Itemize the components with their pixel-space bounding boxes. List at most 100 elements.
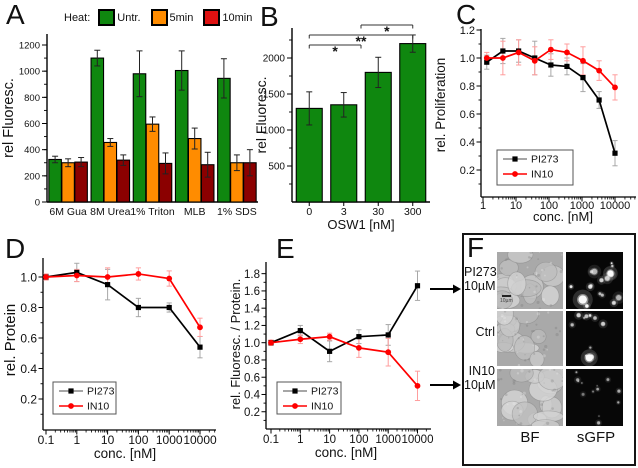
- svg-text:**: **: [356, 33, 367, 49]
- svg-text:1.2: 1.2: [244, 321, 260, 333]
- panel-c-letter: C: [456, 0, 477, 30]
- panel-a-letter: A: [6, 0, 25, 30]
- svg-text:400: 400: [24, 145, 40, 156]
- panel-e: E 0.2 0.4 0.6 0.8 1.0 1.2 1.4 1.6 1.8 0.1 1 10 100 10…: [228, 232, 458, 468]
- panel-b: B 500 1000 1500 2000 rel Fluoresc. OSW1 [nM] 0…: [255, 0, 433, 236]
- panel-a: A 0 200 400 600 800 1000 1200 rel Fluoresc. 6M G…: [0, 0, 260, 232]
- svg-text:10000: 10000: [183, 433, 217, 447]
- col-label-sgfp: sGFP: [576, 429, 616, 446]
- micrograph-sgfp-in10: [566, 369, 623, 426]
- svg-text:2000: 2000: [263, 54, 286, 65]
- svg-text:30: 30: [372, 206, 384, 218]
- svg-text:8M Urea: 8M Urea: [90, 206, 130, 218]
- svg-text:conc. [nM]: conc. [nM]: [315, 445, 377, 460]
- panel-f-letter: F: [467, 232, 485, 263]
- heat-5min-swatch: [150, 9, 168, 26]
- panel-b-letter: B: [260, 1, 279, 32]
- svg-text:0.2: 0.2: [244, 407, 260, 419]
- svg-text:1.6: 1.6: [244, 286, 260, 298]
- line-chart-fluoresc-per-protein: 0.2 0.4 0.6 0.8 1.0 1.2 1.4 1.6 1.8 0.1 1 10 100 1000…: [228, 262, 433, 460]
- svg-text:rel. Proliferation: rel. Proliferation: [433, 58, 448, 153]
- panel-c: C 0.2 0.4 0.6 0.8 1.0 1.2 1 10 100 1000 10000 conc.…: [425, 0, 638, 238]
- panel-d-letter: D: [5, 233, 26, 264]
- svg-text:OSW1 [nM]: OSW1 [nM]: [327, 217, 394, 232]
- svg-text:1.0: 1.0: [244, 338, 260, 350]
- micrograph-bf-pi273: 10µm: [497, 252, 563, 309]
- svg-text:0.1: 0.1: [38, 433, 55, 447]
- svg-text:1000: 1000: [19, 67, 40, 78]
- svg-text:1000: 1000: [263, 126, 286, 137]
- heat-10min-swatch: [203, 9, 221, 26]
- svg-text:rel. Fluoresc. / Protein.: rel. Fluoresc. / Protein.: [228, 279, 243, 410]
- svg-text:0: 0: [306, 206, 312, 218]
- svg-text:PI273: PI273: [87, 386, 115, 398]
- svg-text:3: 3: [341, 206, 347, 218]
- svg-text:MLB: MLB: [184, 206, 206, 218]
- svg-text:1500: 1500: [263, 90, 286, 101]
- svg-text:100: 100: [540, 200, 558, 212]
- svg-text:0.8: 0.8: [244, 355, 260, 367]
- svg-text:10: 10: [323, 434, 336, 446]
- line-chart-protein: 0.2 0.4 0.6 0.8 1.0 0.1 1 10 100 1000 10000 conc. […: [2, 258, 217, 461]
- svg-text:1% SDS: 1% SDS: [217, 206, 257, 218]
- row-label-pi273: PI273 10µM: [464, 265, 497, 293]
- svg-text:500: 500: [268, 162, 285, 173]
- svg-text:1.0: 1.0: [20, 270, 37, 284]
- svg-text:800: 800: [24, 93, 40, 104]
- untreated-label: Untr.: [117, 11, 141, 24]
- svg-text:1: 1: [73, 433, 80, 447]
- svg-text:1000: 1000: [156, 433, 183, 447]
- arrow-to-in10-row: [430, 380, 461, 390]
- svg-text:0: 0: [35, 197, 40, 208]
- untreated-swatch: [98, 9, 116, 26]
- svg-text:PI273: PI273: [311, 386, 339, 398]
- svg-text:10000: 10000: [600, 200, 631, 212]
- svg-text:0.6: 0.6: [20, 331, 37, 345]
- heat-legend: Heat: Untr. 5min 10min: [64, 9, 262, 26]
- arrows-e-to-f: [428, 232, 462, 468]
- svg-text:100: 100: [349, 434, 368, 446]
- micrograph-sgfp-ctrl: [566, 311, 623, 366]
- svg-text:10: 10: [510, 200, 522, 212]
- svg-text:IN10: IN10: [311, 401, 333, 413]
- heat-legend-title: Heat:: [64, 11, 91, 24]
- svg-text:IN10: IN10: [531, 169, 553, 181]
- svg-text:100: 100: [128, 433, 148, 447]
- svg-text:conc. [nM]: conc. [nM]: [533, 209, 593, 224]
- svg-text:0.6: 0.6: [460, 109, 475, 121]
- arrow-to-pi273-row: [430, 284, 461, 294]
- svg-text:conc. [nM]: conc. [nM]: [94, 446, 156, 461]
- svg-text:0.2: 0.2: [20, 392, 37, 406]
- scale-bar-label: 10µm: [500, 298, 513, 304]
- svg-text:600: 600: [24, 119, 40, 130]
- svg-text:0.6: 0.6: [244, 372, 260, 384]
- svg-text:0.4: 0.4: [20, 362, 37, 376]
- svg-text:1.4: 1.4: [244, 303, 261, 315]
- panel-d: D 0.2 0.4 0.6 0.8 1.0 0.1 1 10 100 1000 10000 conc.…: [0, 232, 232, 468]
- svg-text:0.1: 0.1: [263, 434, 279, 446]
- bar-chart-solubilization: 0 200 400 600 800 1000 1200 rel Fluoresc. 6M Gua…: [1, 34, 258, 218]
- svg-text:0.8: 0.8: [20, 301, 37, 315]
- svg-text:PI273: PI273: [531, 154, 559, 166]
- micrograph-sgfp-pi273: [566, 252, 623, 309]
- svg-text:1: 1: [297, 434, 303, 446]
- svg-text:300: 300: [404, 206, 422, 218]
- svg-text:0.4: 0.4: [244, 390, 261, 402]
- svg-text:IN10: IN10: [87, 401, 109, 413]
- micrograph-bf-ctrl: [497, 311, 563, 366]
- svg-text:6M Gua: 6M Gua: [49, 206, 87, 218]
- svg-text:0.8: 0.8: [460, 81, 475, 93]
- svg-text:1.0: 1.0: [460, 53, 475, 65]
- micrograph-bf-in10: [497, 369, 563, 426]
- svg-text:0.2: 0.2: [460, 165, 475, 177]
- svg-text:200: 200: [24, 171, 40, 182]
- svg-text:rel Fluoresc.: rel Fluoresc.: [1, 78, 17, 158]
- svg-text:0.4: 0.4: [460, 137, 475, 149]
- svg-text:1000: 1000: [375, 434, 401, 446]
- col-label-bf: BF: [520, 429, 540, 446]
- svg-text:1200: 1200: [19, 40, 40, 51]
- svg-text:*: *: [332, 43, 338, 59]
- svg-text:rel. Protein: rel. Protein: [2, 304, 19, 377]
- row-label-ctrl: Ctrl: [475, 325, 495, 339]
